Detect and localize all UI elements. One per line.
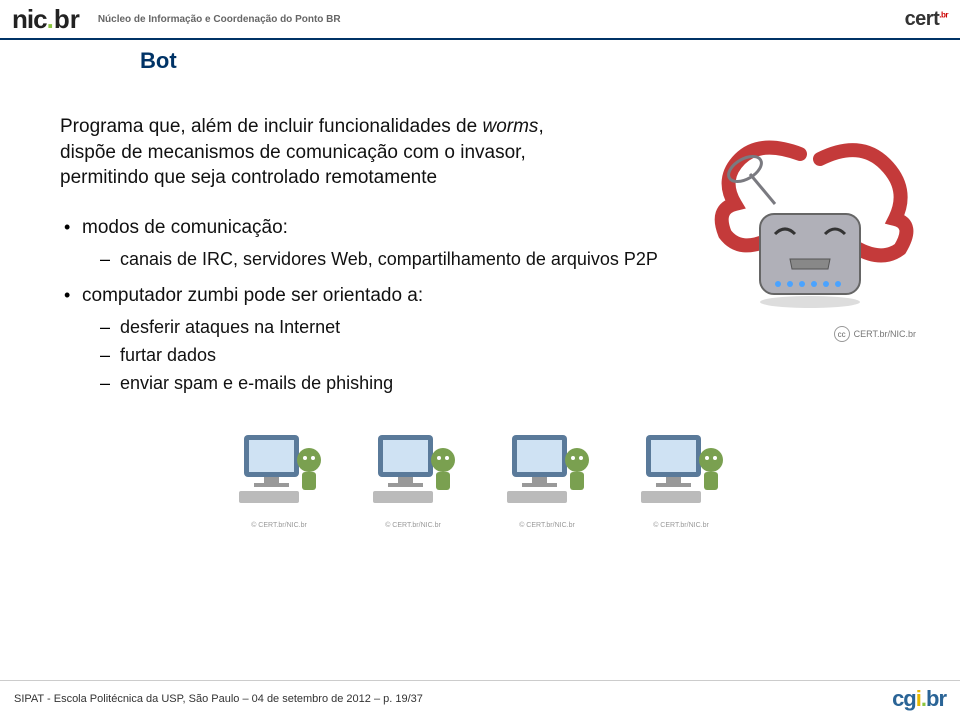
- zombie-body-icon: [302, 472, 316, 490]
- footer-text: SIPAT - Escola Politécnica da USP, São P…: [14, 693, 423, 705]
- bullet-label: modos de comunicação:: [82, 217, 288, 238]
- zombie-eye-icon: [311, 456, 315, 460]
- led-icon: [799, 281, 805, 287]
- zombie-item: © CERT.br/NIC.br: [492, 425, 602, 529]
- cert-suffix: .br: [939, 10, 948, 19]
- zombie-eye-icon: [303, 456, 307, 460]
- bot-body: [760, 214, 860, 294]
- zombie-illustration: [626, 425, 736, 515]
- bot-mouth: [790, 259, 830, 269]
- zombie-item: © CERT.br/NIC.br: [626, 425, 736, 529]
- nic-dot: .: [47, 4, 54, 35]
- nic-text: nic: [12, 4, 47, 35]
- header-subtitle: Núcleo de Informação e Coordenação do Po…: [98, 14, 341, 25]
- bot-attrib-text: CERT.br/NIC.br: [854, 329, 916, 339]
- cert-text: cert: [905, 8, 940, 30]
- cgi-br: br: [926, 686, 946, 711]
- led-icon: [811, 281, 817, 287]
- cgi-c: cg: [892, 686, 916, 711]
- cc-icon: cc: [834, 326, 850, 342]
- content-area: Programa que, além de incluir funcionali…: [0, 74, 960, 529]
- sub-item-steal: furtar dados: [100, 343, 900, 367]
- antenna-dish: [724, 151, 765, 186]
- stand-icon: [264, 477, 279, 483]
- zombie-illustration: [492, 425, 602, 515]
- slide-title: Bot: [0, 40, 960, 74]
- zombie-attrib: © CERT.br/NIC.br: [492, 522, 602, 529]
- intro-paragraph: Programa que, além de incluir funcionali…: [60, 114, 600, 191]
- led-icon: [775, 281, 781, 287]
- antenna-line: [750, 174, 775, 204]
- bullet-label: computador zumbi pode ser orientado a:: [82, 285, 423, 306]
- zombie-attrib: © CERT.br/NIC.br: [626, 522, 736, 529]
- led-icon: [835, 281, 841, 287]
- bot-attribution: cc CERT.br/NIC.br: [834, 326, 916, 342]
- zombie-item: © CERT.br/NIC.br: [358, 425, 468, 529]
- zombie-row: © CERT.br/NIC.br © CERT.br/NIC.br: [60, 425, 900, 529]
- sub-item-spam: enviar spam e e-mails de phishing: [100, 371, 900, 395]
- zombie-attrib: © CERT.br/NIC.br: [224, 522, 334, 529]
- zombie-item: © CERT.br/NIC.br: [224, 425, 334, 529]
- cgi-logo: cgi.br: [892, 686, 946, 712]
- led-icon: [787, 281, 793, 287]
- cert-logo: cert.br: [905, 8, 948, 31]
- zombie-illustration: [358, 425, 468, 515]
- keyboard-icon: [239, 491, 299, 503]
- intro-worms: worms: [482, 116, 538, 137]
- nic-logo: nic.br: [12, 4, 80, 35]
- base-icon: [254, 483, 289, 487]
- bot-illustration: [700, 134, 920, 324]
- zombie-attrib: © CERT.br/NIC.br: [358, 522, 468, 529]
- screen-icon: [249, 440, 294, 472]
- nic-br: br: [54, 4, 80, 35]
- footer: SIPAT - Escola Politécnica da USP, São P…: [0, 680, 960, 716]
- zombie-face-icon: [297, 448, 321, 472]
- intro-1a: Programa que, além de incluir funcionali…: [60, 116, 482, 137]
- led-icon: [823, 281, 829, 287]
- zombie-illustration: [224, 425, 334, 515]
- bot-shadow: [760, 296, 860, 308]
- sublist-zombie: desferir ataques na Internet furtar dado…: [100, 315, 900, 396]
- header: nic.br Núcleo de Informação e Coordenaçã…: [0, 0, 960, 40]
